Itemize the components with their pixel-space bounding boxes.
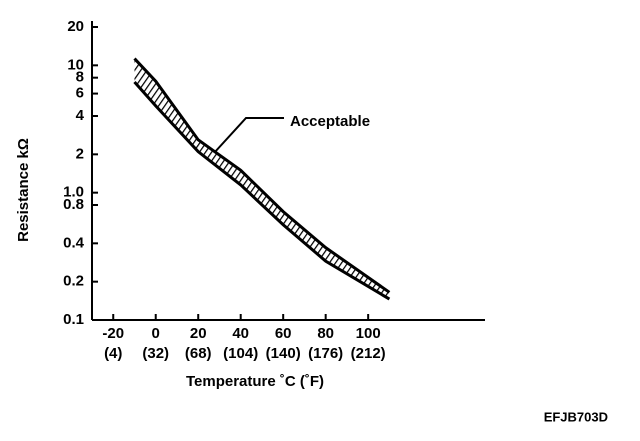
y-tick-label: 6 — [76, 85, 84, 102]
y-tick-label: 10 — [67, 56, 84, 73]
y-tick-label: 0.8 — [63, 196, 84, 213]
x-tick-label-secondary: (104) — [223, 345, 258, 362]
x-tick-label: 40 — [232, 325, 249, 342]
band-edge — [133, 57, 391, 294]
x-tick-label: 20 — [190, 325, 207, 342]
x-tick-label-secondary: (4) — [104, 345, 122, 362]
y-tick-label: 0.4 — [63, 234, 85, 251]
annotation-leader — [213, 117, 284, 154]
band-area — [134, 58, 390, 300]
y-tick-label: 8 — [76, 69, 84, 86]
y-tick-label: 4 — [76, 107, 85, 124]
x-tick-label-secondary: (68) — [185, 345, 212, 362]
y-tick-label: 0.2 — [63, 273, 84, 290]
x-tick-label-secondary: (212) — [351, 345, 386, 362]
figure-code: EFJB703D — [544, 409, 608, 424]
x-axis-label: Temperature ˚C (˚F) — [186, 373, 324, 390]
x-tick-label: 100 — [356, 325, 381, 342]
y-tick-label: 1.0 — [63, 184, 84, 201]
x-tick-label: -20 — [102, 325, 124, 342]
x-tick-label: 80 — [317, 325, 334, 342]
y-axis-label: Resistance kΩ — [15, 138, 32, 242]
x-tick-label: 60 — [275, 325, 292, 342]
x-tick-label-secondary: (140) — [266, 345, 301, 362]
x-tick-label-secondary: (32) — [142, 345, 169, 362]
x-tick-label: 0 — [152, 325, 160, 342]
band-edge — [133, 80, 391, 301]
y-tick-label: 0.1 — [63, 311, 84, 328]
x-tick-label-secondary: (176) — [308, 345, 343, 362]
annotation: Acceptable — [290, 113, 370, 130]
y-tick-label: 2 — [76, 145, 84, 162]
y-tick-label: 20 — [67, 18, 84, 35]
